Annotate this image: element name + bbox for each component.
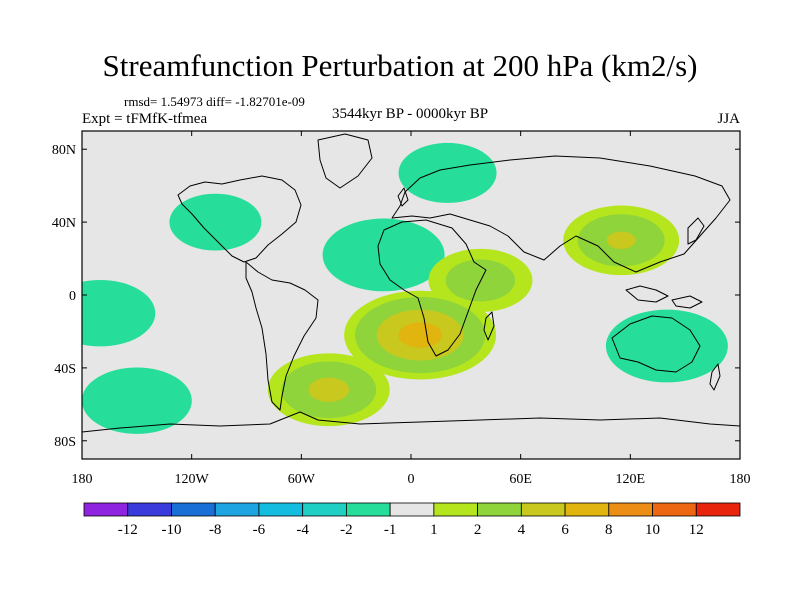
coast-greenland xyxy=(317,133,373,189)
colorbar-swatch xyxy=(171,502,216,517)
field-feature xyxy=(398,142,497,203)
y-tick-label: 40N xyxy=(52,216,76,231)
colorbar-swatch xyxy=(695,502,741,517)
coast-eurasia xyxy=(391,155,731,273)
x-tick-label: 120E xyxy=(616,472,646,487)
colorbar-swatch xyxy=(127,502,172,517)
colorbar-label: 10 xyxy=(645,522,660,538)
colorbar-swatch xyxy=(83,502,129,517)
coastlines xyxy=(82,133,740,433)
x-tick-label: 0 xyxy=(408,472,415,487)
coast-japan xyxy=(687,217,705,245)
colorbar-label: 8 xyxy=(605,522,613,538)
x-tick-label: 60E xyxy=(509,472,532,487)
colorbar-label: -12 xyxy=(118,522,138,538)
coast-antarctica xyxy=(82,411,740,433)
field-feature xyxy=(322,218,445,292)
colorbar-label: 4 xyxy=(518,522,526,538)
y-tick-label: 80S xyxy=(54,435,76,450)
y-tick-label: 0 xyxy=(69,289,76,304)
colorbar-swatch xyxy=(389,502,435,517)
coast-uk xyxy=(397,187,409,207)
field-feature xyxy=(563,205,680,276)
x-tick-label: 180 xyxy=(72,472,93,487)
colorbar-swatch xyxy=(214,502,260,517)
coast-maritime-continent xyxy=(625,285,669,303)
coast-south-america xyxy=(245,261,319,411)
field-contour xyxy=(606,231,636,250)
colorbar-label: 1 xyxy=(430,522,438,538)
x-tick-label: 60W xyxy=(288,472,316,487)
x-tick-label: 120W xyxy=(175,472,210,487)
coast-australia xyxy=(611,315,701,373)
colorbar-swatch xyxy=(477,502,522,517)
colorbar-swatch xyxy=(564,502,610,517)
colorbar-label: 2 xyxy=(474,522,482,538)
coast-new-guinea xyxy=(671,295,703,309)
colorbar-swatch xyxy=(608,502,653,517)
colorbar-label: -8 xyxy=(209,522,222,538)
colorbar-swatch xyxy=(652,502,697,517)
colorbar: -12 -10 -8 -6 -4 -2 -1 1 2 4 6 8 10 12 xyxy=(83,502,741,538)
field-contour xyxy=(605,309,728,383)
colorbar-label: -10 xyxy=(161,522,181,538)
colorbar-label: -6 xyxy=(253,522,266,538)
field-contour xyxy=(398,142,497,203)
field-contour xyxy=(82,367,192,434)
colorbar-swatch xyxy=(258,502,304,517)
x-tick-label: 180 xyxy=(730,472,751,487)
field-contour xyxy=(169,193,262,251)
field-feature xyxy=(169,193,262,251)
colorbar-swatch xyxy=(433,502,479,517)
chart-title: Streamfunction Perturbation at 200 hPa (… xyxy=(102,48,698,83)
y-tick-label: 40S xyxy=(54,362,76,377)
colorbar-label: -1 xyxy=(384,522,397,538)
field-feature xyxy=(344,290,497,380)
experiment-label: Expt = tFMfK-tfmea xyxy=(82,111,208,127)
field-feature xyxy=(82,367,192,434)
colorbar-label: -2 xyxy=(340,522,353,538)
coast-new-zealand xyxy=(709,363,721,391)
colorbar-label: 6 xyxy=(561,522,569,538)
field-contour xyxy=(398,322,442,348)
field-feature xyxy=(267,353,390,427)
stats-label: rmsd= 1.54973 diff= -1.82701e-09 xyxy=(124,94,305,109)
period-label: 3544kyr BP - 0000kyr BP xyxy=(331,106,489,122)
colorbar-label: 12 xyxy=(689,522,704,538)
colorbar-label: -4 xyxy=(296,522,309,538)
season-label: JJA xyxy=(717,111,740,127)
field-contour xyxy=(322,218,445,292)
coast-africa xyxy=(377,219,487,357)
field-feature xyxy=(82,280,156,347)
colorbar-swatch xyxy=(520,502,566,517)
field-contour xyxy=(308,377,350,402)
field-contour xyxy=(82,280,156,347)
colorbar-swatch xyxy=(302,502,347,517)
axes: 180 120W 60W 0 60E 120E 180 80N 40N 0 40S 80S xyxy=(52,131,751,487)
coast-north-america xyxy=(177,175,302,263)
y-tick-label: 80N xyxy=(52,143,76,158)
colorbar-swatch xyxy=(345,502,391,517)
coast-madagascar xyxy=(483,311,495,341)
